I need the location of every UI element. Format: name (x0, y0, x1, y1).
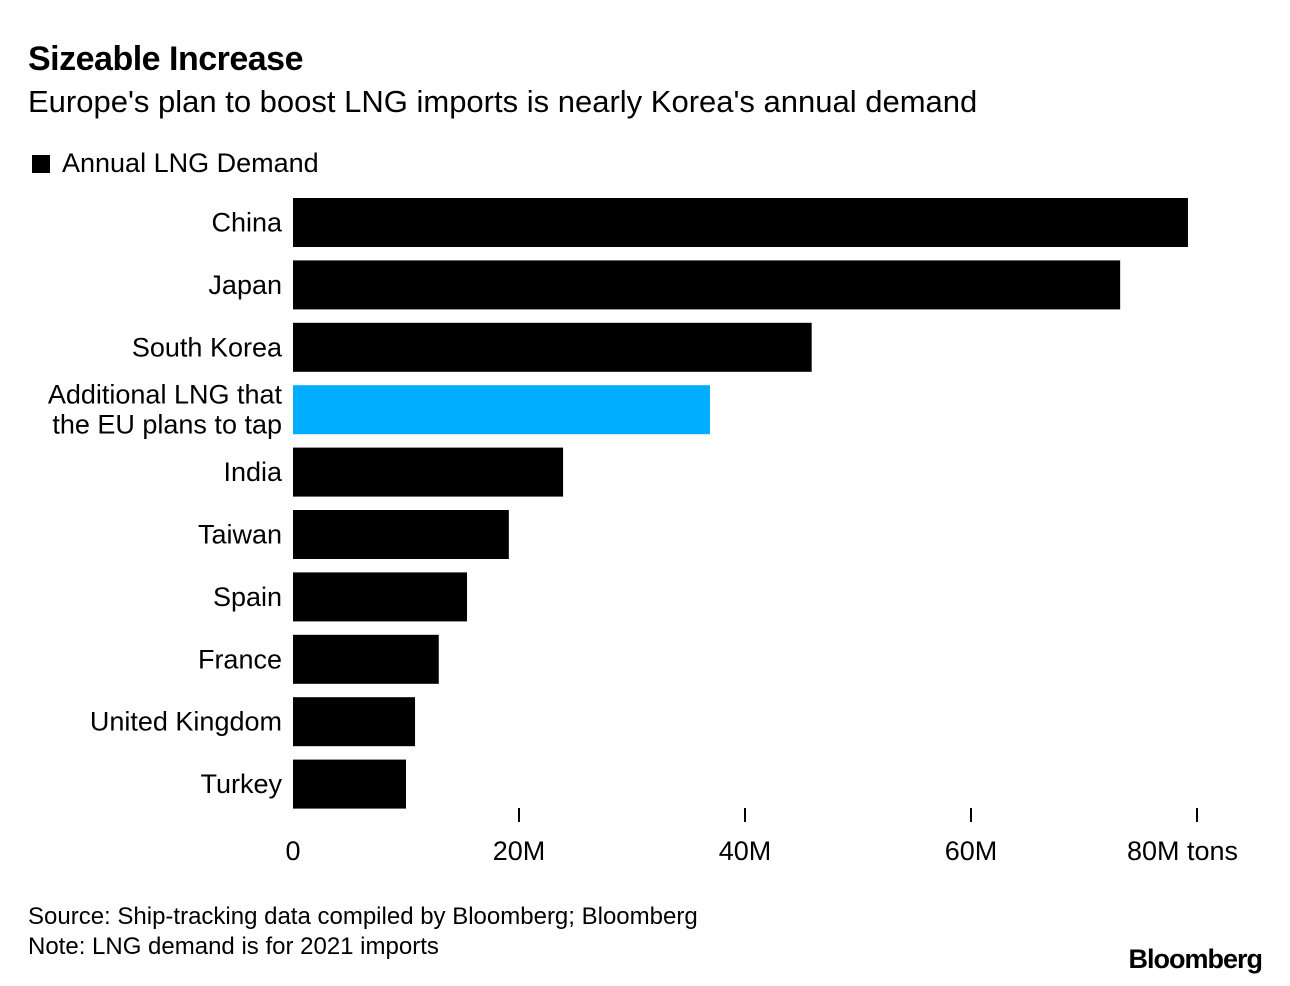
chart-subtitle: Europe's plan to boost LNG imports is ne… (28, 84, 978, 119)
x-tick-label: 80M tons (1127, 836, 1238, 866)
bar (293, 697, 416, 747)
category-label: India (223, 457, 283, 487)
bar (293, 260, 1121, 310)
bar (293, 634, 439, 684)
category-label: France (198, 644, 282, 674)
bar (293, 198, 1188, 247)
bar (293, 385, 710, 435)
bloomberg-logo: Bloomberg (1128, 944, 1263, 974)
bar-chart: China Japan South Korea Additional LNG that… (48, 198, 1238, 866)
bar (293, 572, 468, 622)
x-tick-label: 20M (493, 836, 546, 866)
category-label: South Korea (132, 332, 283, 362)
legend: Annual LNG Demand (32, 148, 319, 179)
category-label: Spain (213, 582, 282, 612)
category-label: China (211, 208, 283, 238)
note-text: Note: LNG demand is for 2021 imports (28, 933, 439, 960)
bar (293, 510, 509, 559)
category-label: Turkey (200, 769, 282, 799)
bar (293, 447, 564, 497)
category-label: United Kingdom (90, 707, 282, 737)
legend-swatch (32, 154, 50, 173)
legend-label: Annual LNG Demand (62, 148, 319, 178)
footer-notes: Source: Ship-tracking data compiled by B… (28, 902, 698, 962)
category-label: Japan (208, 270, 282, 300)
x-tick-label: 0 (285, 836, 300, 866)
bar (293, 322, 812, 372)
chart-title: Sizeable Increase (28, 40, 304, 78)
x-tick-label: 40M (719, 836, 772, 866)
category-label: Taiwan (198, 520, 282, 550)
source-text: Source: Ship-tracking data compiled by B… (28, 903, 698, 930)
bar (293, 759, 406, 809)
category-label: Additional LNG that (48, 380, 283, 410)
x-tick-label: 60M (945, 836, 998, 866)
category-label: the EU plans to tap (52, 410, 282, 440)
